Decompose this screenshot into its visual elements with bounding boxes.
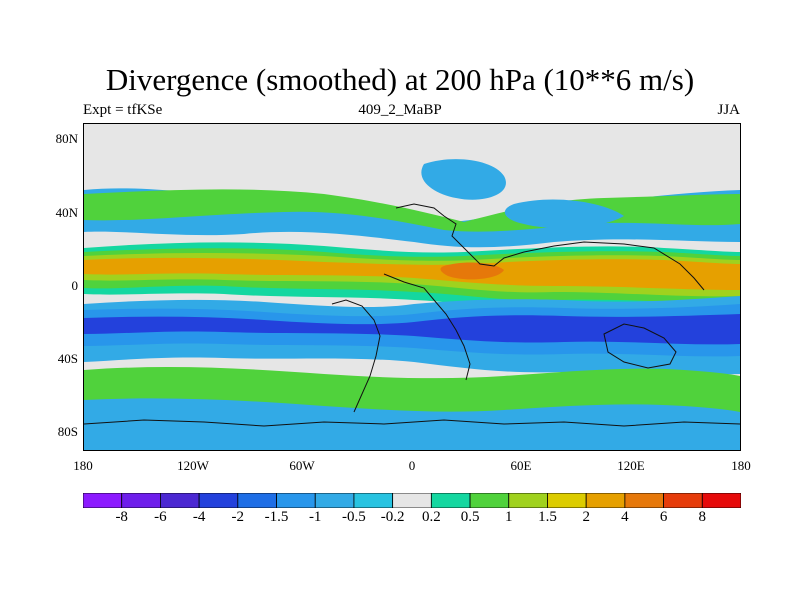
colorbar-label: 4 [621, 509, 629, 525]
colorbar-swatch [392, 493, 432, 508]
lon-tick-label: 120W [177, 458, 209, 473]
band-tropical-orange [84, 257, 740, 290]
colorbar-label: -0.5 [342, 509, 366, 525]
blob-north-atlantic [504, 199, 624, 229]
colorbar-label: 2 [582, 509, 590, 525]
colorbar-swatch [276, 493, 316, 508]
colorbar-label: 0.5 [460, 509, 480, 525]
lon-tick-label: 60W [289, 458, 315, 473]
colorbar-label: -6 [154, 509, 167, 525]
colorbar-swatch [83, 493, 123, 508]
colorbar-label: 0.2 [422, 509, 441, 525]
colorbar-label: -0.2 [380, 509, 405, 525]
colorbar-label: -8 [115, 509, 128, 525]
lon-tick-label: 180 [73, 458, 93, 473]
colorbar-label: -1.5 [264, 509, 289, 525]
coastline-south-america [331, 299, 381, 413]
season-label: JJA [717, 102, 740, 118]
colorbar-label: -4 [192, 509, 206, 525]
colorbar-swatch [430, 493, 471, 508]
colorbar-swatch [121, 493, 161, 508]
colorbar-swatch [353, 493, 394, 508]
colorbar-label: 1 [505, 509, 513, 525]
lat-tick-label: 80N [55, 131, 78, 146]
coastline-layer [84, 203, 740, 427]
colorbar-swatch [547, 493, 587, 508]
plot-title: Divergence (smoothed) at 200 hPa (10**6 … [105, 62, 695, 97]
colorbar-swatch [585, 493, 626, 508]
coastline-antarctica [84, 419, 740, 427]
colorbar-swatch [701, 493, 741, 508]
blob-east-asia [421, 159, 506, 200]
colorbar-swatches [83, 493, 741, 508]
colorbar-label: -1 [308, 509, 322, 525]
colorbar-label: 6 [659, 509, 668, 525]
lat-tick-label: 0 [71, 278, 79, 293]
colorbar [83, 493, 741, 508]
lon-tick-label: 60E [510, 458, 532, 473]
colorbar-swatch [314, 493, 355, 508]
colorbar-swatch [198, 493, 239, 508]
lon-tick-label: 0 [408, 458, 416, 473]
colorbar-label: 8 [698, 509, 707, 525]
colorbar-label: -2 [231, 509, 245, 525]
contour-fill-layer [84, 124, 740, 450]
band-south-polar-cyan [84, 398, 740, 450]
lat-tick-label: 40N [55, 205, 78, 220]
coastline-eurasia [395, 203, 705, 291]
experiment-label: Expt = tfKSe [83, 102, 163, 118]
lon-tick-label: 180 [731, 458, 751, 473]
maximum-divergence-core [440, 262, 504, 280]
colorbar-label: 1.5 [538, 509, 557, 525]
lon-tick-label: 120E [617, 458, 645, 473]
divergence-field-map [84, 124, 740, 450]
colorbar-swatch [624, 493, 664, 508]
colorbar-swatch [663, 493, 703, 508]
run-id-label: 409_2_MaBP [358, 102, 442, 118]
colorbar-swatch [508, 493, 548, 508]
colorbar-swatch [237, 493, 277, 508]
map-panel [83, 123, 741, 451]
coastline-australia [603, 323, 677, 369]
lat-tick-label: 80S [57, 424, 78, 439]
band-south-blue [84, 314, 740, 345]
lat-tick-label: 40S [57, 351, 78, 366]
colorbar-swatch [469, 493, 510, 508]
coastline-africa [383, 273, 471, 381]
colorbar-swatch [160, 493, 200, 508]
